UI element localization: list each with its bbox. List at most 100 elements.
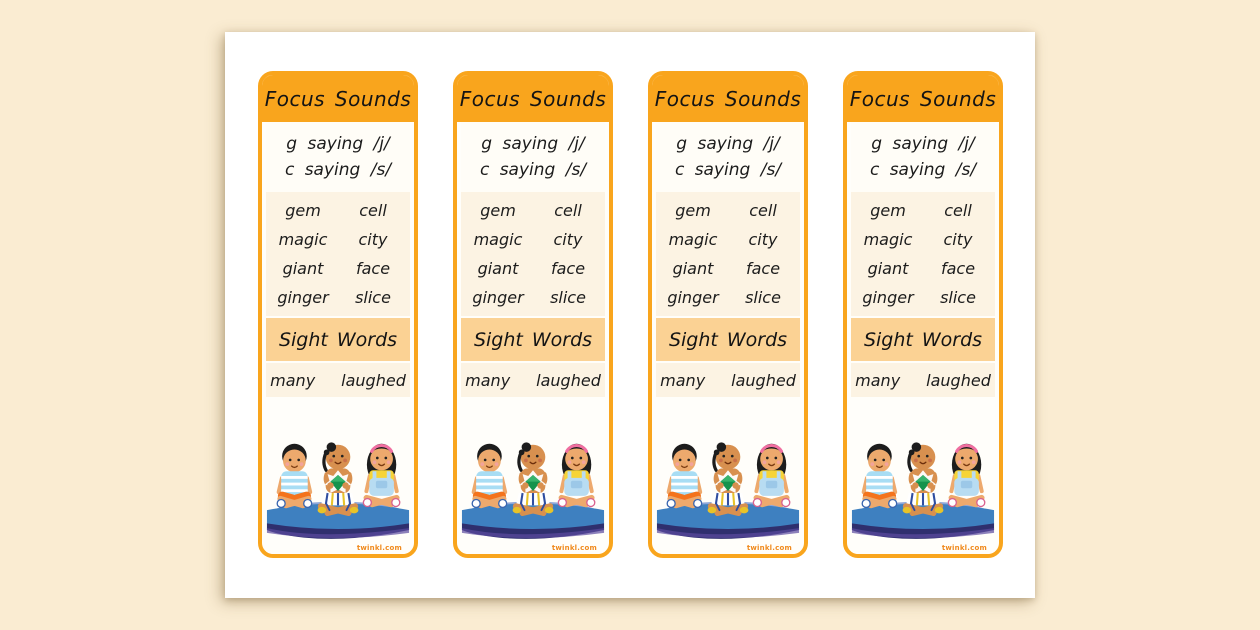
word-row: magic city — [463, 230, 603, 249]
bookmark-title: Focus Sounds — [654, 86, 802, 111]
children-illustration: twinkl.com — [266, 397, 410, 554]
children-illustration: twinkl.com — [461, 397, 605, 554]
word-row: gem cell — [853, 201, 993, 220]
word: face — [550, 259, 586, 278]
word-row: magic city — [268, 230, 408, 249]
word: city — [358, 230, 388, 249]
sight-word: laughed — [926, 370, 991, 390]
bookmark-body: g saying /j/ c saying /s/ gem cell magic… — [262, 122, 414, 554]
focus-sounds-list: g saying /j/ c saying /s/ — [656, 122, 800, 192]
watermark-text: twinkl.com — [356, 544, 402, 552]
example-words-panel: gem cell magic city giant face ginger sl… — [461, 192, 605, 316]
bookmark: Focus Sounds g saying /j/ c saying /s/ g… — [453, 71, 613, 558]
word: gem — [675, 201, 711, 220]
watermark-text: twinkl.com — [941, 544, 987, 552]
word: city — [943, 230, 973, 249]
sight-words-title: Sight Words — [473, 328, 593, 351]
focus-sound-line: c saying /s/ — [674, 160, 782, 180]
sight-words-title: Sight Words — [863, 328, 983, 351]
sight-words-banner: Sight Words — [266, 318, 410, 361]
word-row: giant face — [268, 259, 408, 278]
word: ginger — [862, 288, 914, 307]
bookmark-title: Focus Sounds — [264, 86, 412, 111]
example-words-panel: gem cell magic city giant face ginger sl… — [656, 192, 800, 316]
sight-words-row: many laughed — [461, 363, 605, 397]
word-row: giant face — [463, 259, 603, 278]
sight-words-banner: Sight Words — [461, 318, 605, 361]
word: city — [748, 230, 778, 249]
word-row: ginger slice — [853, 288, 993, 307]
bookmark: Focus Sounds g saying /j/ c saying /s/ g… — [258, 71, 418, 558]
bookmark-body: g saying /j/ c saying /s/ gem cell magic… — [847, 122, 999, 554]
word: slice — [745, 288, 781, 307]
bookmark-body: g saying /j/ c saying /s/ gem cell magic… — [652, 122, 804, 554]
sight-word: many — [855, 370, 901, 390]
word: giant — [282, 259, 324, 278]
focus-sound-line: g saying /j/ — [481, 134, 585, 154]
focus-sound-line: g saying /j/ — [871, 134, 975, 154]
bookmark-body: g saying /j/ c saying /s/ gem cell magic… — [457, 122, 609, 554]
focus-sound-line: c saying /s/ — [284, 160, 392, 180]
word: cell — [359, 201, 387, 220]
worksheet-page: Focus Sounds g saying /j/ c saying /s/ g… — [225, 32, 1035, 598]
word-row: gem cell — [268, 201, 408, 220]
word: gem — [285, 201, 321, 220]
sight-word: laughed — [341, 370, 406, 390]
watermark-text: twinkl.com — [746, 544, 792, 552]
focus-sound-line: g saying /j/ — [286, 134, 390, 154]
bookmark-title: Focus Sounds — [849, 86, 997, 111]
sight-words-title: Sight Words — [668, 328, 788, 351]
children-on-mat-image — [266, 442, 410, 539]
word: ginger — [472, 288, 524, 307]
sight-word: many — [465, 370, 511, 390]
children-on-mat-image — [851, 442, 995, 539]
children-on-mat-image — [656, 442, 800, 539]
bookmark: Focus Sounds g saying /j/ c saying /s/ g… — [843, 71, 1003, 558]
watermark-text: twinkl.com — [551, 544, 597, 552]
word: slice — [550, 288, 586, 307]
focus-sound-line: c saying /s/ — [869, 160, 977, 180]
children-illustration: twinkl.com — [851, 397, 995, 554]
word: magic — [278, 230, 328, 249]
bookmark-title-banner: Focus Sounds — [457, 75, 609, 122]
sight-words-title: Sight Words — [278, 328, 398, 351]
word: gem — [480, 201, 516, 220]
word-row: giant face — [658, 259, 798, 278]
sight-word: many — [660, 370, 706, 390]
sight-word: many — [270, 370, 316, 390]
word: face — [745, 259, 781, 278]
word: magic — [668, 230, 718, 249]
sight-words-row: many laughed — [851, 363, 995, 397]
word: face — [355, 259, 391, 278]
word: face — [940, 259, 976, 278]
sight-words-banner: Sight Words — [656, 318, 800, 361]
children-illustration: twinkl.com — [656, 397, 800, 554]
word: giant — [672, 259, 714, 278]
bookmark: Focus Sounds g saying /j/ c saying /s/ g… — [648, 71, 808, 558]
word: cell — [554, 201, 582, 220]
sight-words-row: many laughed — [266, 363, 410, 397]
word: slice — [940, 288, 976, 307]
word: giant — [867, 259, 909, 278]
word-row: gem cell — [463, 201, 603, 220]
sight-word: laughed — [731, 370, 796, 390]
bookmark-title: Focus Sounds — [459, 86, 607, 111]
bookmark-title-banner: Focus Sounds — [847, 75, 999, 122]
example-words-panel: gem cell magic city giant face ginger sl… — [266, 192, 410, 316]
sight-words-banner: Sight Words — [851, 318, 995, 361]
focus-sounds-list: g saying /j/ c saying /s/ — [851, 122, 995, 192]
word-row: ginger slice — [463, 288, 603, 307]
children-on-mat-image — [461, 442, 605, 539]
word-row: ginger slice — [268, 288, 408, 307]
word: gem — [870, 201, 906, 220]
sight-words-row: many laughed — [656, 363, 800, 397]
focus-sounds-list: g saying /j/ c saying /s/ — [266, 122, 410, 192]
word-row: magic city — [853, 230, 993, 249]
word: ginger — [667, 288, 719, 307]
word: slice — [355, 288, 391, 307]
word: cell — [749, 201, 777, 220]
word: city — [553, 230, 583, 249]
word-row: giant face — [853, 259, 993, 278]
bookmark-title-banner: Focus Sounds — [652, 75, 804, 122]
word: cell — [944, 201, 972, 220]
